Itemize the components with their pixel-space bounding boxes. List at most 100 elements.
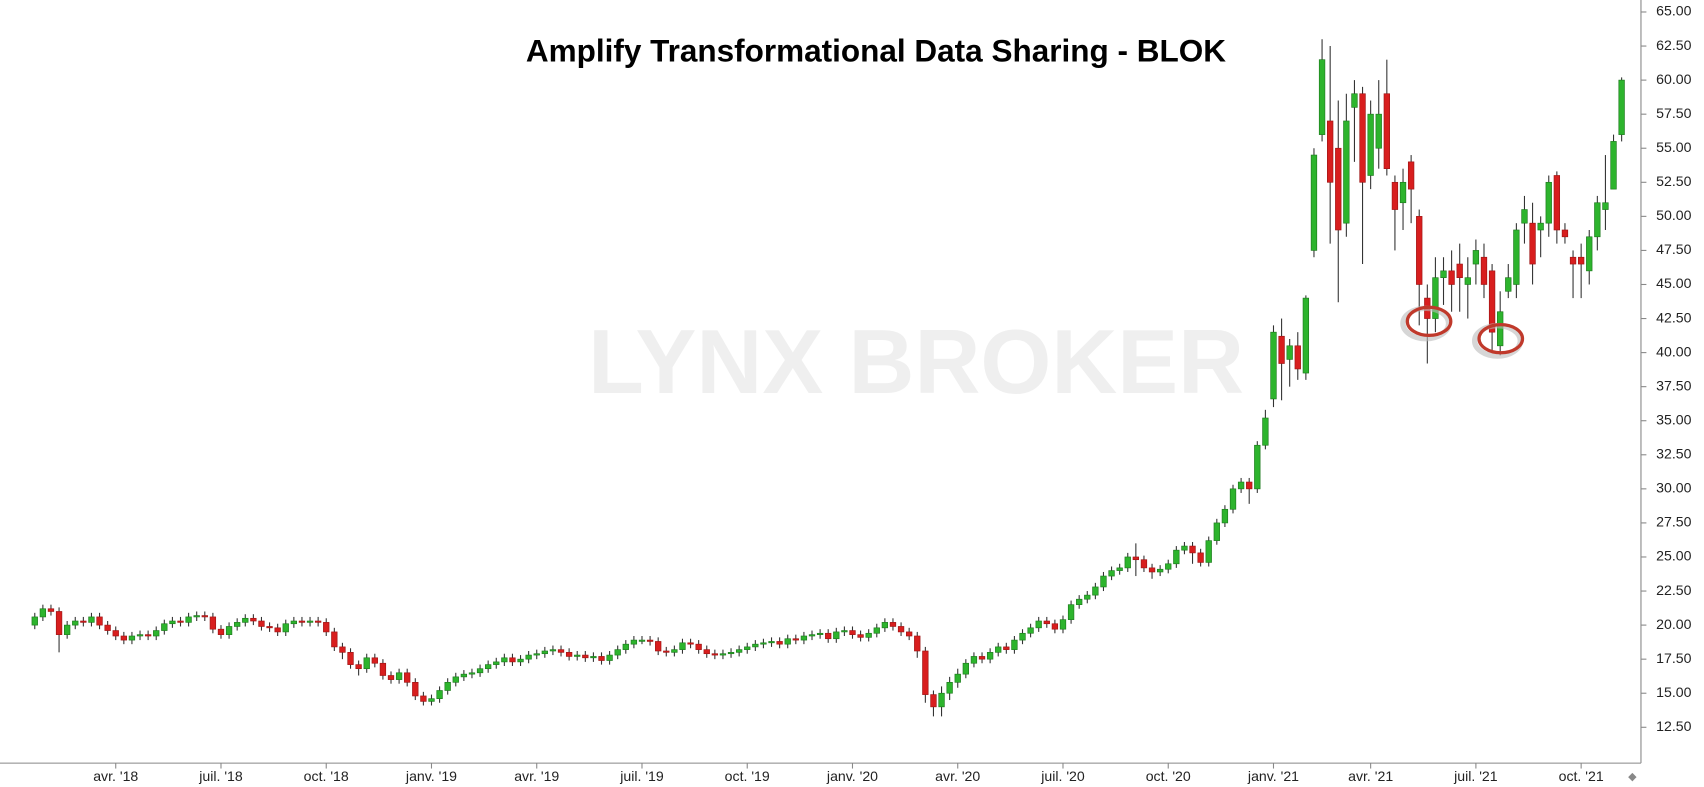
y-tick-label: 55.00 xyxy=(1656,139,1691,155)
candle-body xyxy=(1213,522,1220,541)
candle-body xyxy=(331,631,338,648)
candle-body xyxy=(614,649,621,656)
candle-body xyxy=(144,634,152,637)
candle-body xyxy=(1327,120,1334,183)
candle-body xyxy=(80,620,87,623)
candle-body xyxy=(1335,147,1342,231)
candle-body xyxy=(557,649,565,653)
y-tick-label: 50.00 xyxy=(1656,207,1691,223)
candle-body xyxy=(1618,79,1625,135)
candle-body xyxy=(679,642,686,650)
candle-body xyxy=(744,646,751,650)
candle-body xyxy=(1440,270,1447,278)
candle-body xyxy=(1165,563,1172,570)
y-tick-label: 17.50 xyxy=(1656,650,1691,666)
candle-body xyxy=(387,675,395,680)
x-tick-label: juil. '21 xyxy=(1453,768,1498,784)
candle-body xyxy=(193,615,200,618)
candle-body xyxy=(630,639,638,645)
x-tick-label: oct. '18 xyxy=(304,768,349,784)
candle-body xyxy=(1189,545,1196,554)
candle-body xyxy=(1003,646,1010,650)
candle-body xyxy=(282,623,289,633)
candle-body xyxy=(1577,256,1585,265)
candle-body xyxy=(1416,216,1423,285)
candle-body xyxy=(954,673,961,683)
candle-body xyxy=(274,627,281,633)
candle-body xyxy=(339,646,346,653)
x-tick-label: oct. '21 xyxy=(1559,768,1604,784)
candle-body xyxy=(849,630,856,635)
candle-body xyxy=(719,653,727,656)
candle-body xyxy=(509,657,516,663)
candle-body xyxy=(371,657,378,664)
candle-body xyxy=(355,664,362,670)
candle-body xyxy=(112,630,119,637)
circle-annotation xyxy=(1405,305,1453,338)
x-tick-label: janv. '21 xyxy=(1247,768,1299,784)
candle-body xyxy=(485,664,492,670)
candle-body xyxy=(347,652,354,665)
candle-body xyxy=(1011,639,1018,650)
x-tick-label: juil. '18 xyxy=(198,768,243,784)
candle-body xyxy=(185,616,192,623)
candle-body xyxy=(606,654,613,661)
candle-body xyxy=(833,631,840,640)
candle-body xyxy=(493,661,500,665)
candle-body xyxy=(250,617,257,622)
candle-body xyxy=(897,626,905,633)
candle-body xyxy=(978,656,986,660)
candle-body xyxy=(1205,540,1212,563)
candle-body xyxy=(88,616,95,623)
candle-body xyxy=(760,642,767,645)
candle-body xyxy=(501,657,508,663)
candle-body xyxy=(1076,598,1083,605)
candle-body xyxy=(258,620,265,627)
y-tick-label: 22.50 xyxy=(1656,582,1691,598)
candle-body xyxy=(266,626,273,629)
candle-body xyxy=(64,624,71,635)
candle-body xyxy=(169,620,176,625)
candle-body xyxy=(574,654,581,657)
candle-body xyxy=(873,627,880,634)
candle-body xyxy=(816,632,824,635)
candle-body xyxy=(1456,263,1463,278)
candle-body xyxy=(962,662,969,675)
candle-body xyxy=(590,656,597,659)
candle-body xyxy=(1472,250,1480,265)
candle-body xyxy=(1448,270,1455,285)
candle-body xyxy=(1294,345,1301,370)
candle-body xyxy=(1035,620,1042,629)
candle-body xyxy=(1302,297,1310,374)
candle-body xyxy=(1367,113,1374,176)
candle-body xyxy=(1181,545,1188,551)
x-tick-label: janv. '19 xyxy=(405,768,457,784)
candle-body xyxy=(1399,181,1407,204)
candle-body xyxy=(857,634,864,638)
candle-body xyxy=(995,646,1002,653)
candle-body xyxy=(420,695,427,702)
candle-body xyxy=(986,652,994,660)
candle-body xyxy=(468,672,476,675)
candle-body xyxy=(306,620,314,623)
candle-body xyxy=(412,681,419,697)
candle-body xyxy=(1537,222,1544,231)
candle-body xyxy=(808,634,816,637)
y-tick-label: 65.00 xyxy=(1656,3,1691,19)
candle-body xyxy=(298,620,306,623)
candle-body xyxy=(1521,209,1528,224)
candle-body xyxy=(1310,154,1318,251)
candle-body xyxy=(436,690,443,699)
candle-body xyxy=(153,630,160,637)
candle-body xyxy=(1586,236,1593,272)
y-tick-label: 20.00 xyxy=(1656,616,1691,632)
candle-body xyxy=(1270,331,1277,400)
candle-body xyxy=(379,662,387,676)
candle-body xyxy=(687,642,694,645)
candle-body xyxy=(1221,508,1229,524)
candle-body xyxy=(735,649,743,653)
candle-body xyxy=(1173,549,1180,565)
y-tick-label: 12.50 xyxy=(1656,718,1691,734)
y-tick-label: 45.00 xyxy=(1656,275,1691,291)
